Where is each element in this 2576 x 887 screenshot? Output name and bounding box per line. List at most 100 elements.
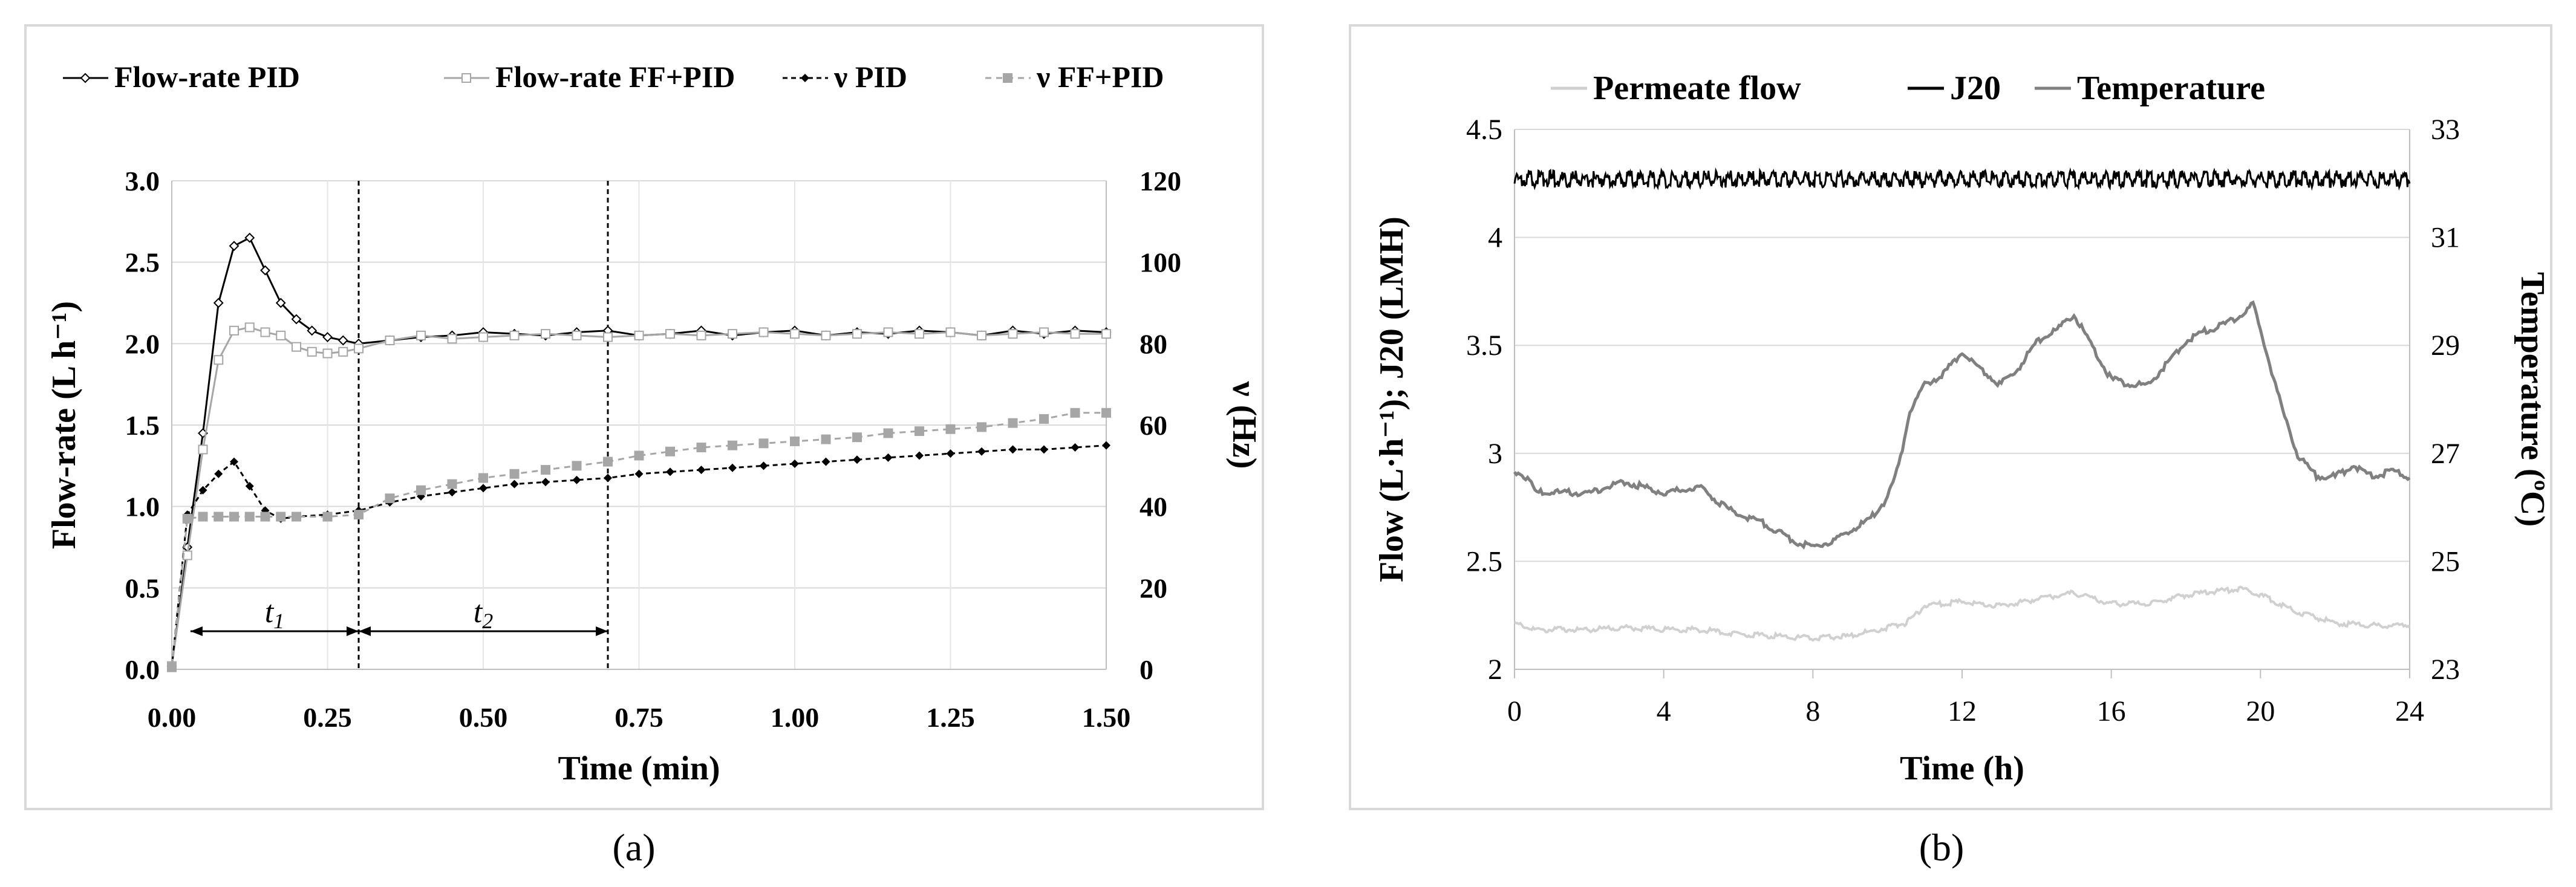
y2-tick-label: 100 (1140, 247, 1181, 278)
y2-axis-title: Temperature (ºC) (2514, 272, 2551, 527)
t1-arrow-head-right (347, 626, 359, 636)
data-point (1102, 441, 1110, 450)
y-tick-label: 1.0 (125, 492, 160, 522)
y-tick-label: 3.0 (125, 166, 160, 197)
data-point (260, 265, 270, 276)
x-tick-label: 0.75 (615, 702, 664, 733)
data-point (758, 327, 769, 337)
data-point (276, 512, 286, 522)
y2-tick-label: 33 (2431, 114, 2460, 146)
t1-subscript: 1 (273, 609, 284, 633)
data-point (275, 297, 286, 308)
legend-marker (461, 73, 471, 83)
y2-tick-label: 40 (1140, 492, 1167, 522)
data-point (245, 482, 254, 490)
series-3 (167, 408, 1111, 672)
data-point (1008, 418, 1018, 428)
x-tick-label: 12 (1948, 695, 1977, 727)
y2-tick-label: 29 (2431, 330, 2460, 362)
data-point (696, 443, 706, 453)
x-tick-label: 0.50 (459, 702, 508, 733)
data-point (1101, 329, 1111, 339)
legend-label: ν FF+PID (1036, 60, 1164, 94)
data-point (603, 332, 613, 342)
data-point (478, 332, 488, 342)
y2-tick-label: 23 (2431, 654, 2460, 686)
data-point (604, 473, 612, 482)
y-tick-label: 2 (1488, 654, 1502, 686)
data-point (728, 329, 737, 339)
x-tick-label: 1.50 (1082, 702, 1131, 733)
legend-label: Temperature (2077, 70, 2265, 107)
x-tick-label: 20 (2246, 695, 2275, 727)
data-point (198, 512, 208, 522)
data-point (541, 329, 550, 339)
x-tick-label: 0.00 (148, 702, 197, 733)
data-point (198, 444, 208, 455)
data-point (214, 469, 223, 478)
data-point (509, 469, 520, 479)
chart-panel-b: 2 2.5 3 3.5 4 4.5 23 25 27 29 31 33 0 4 8 12 16 20 24 Time … (1349, 24, 2552, 810)
data-point (915, 426, 924, 437)
series-1 (1513, 167, 2411, 191)
y-tick-label: 0.0 (125, 654, 160, 685)
data-point (883, 428, 893, 438)
data-point (354, 343, 364, 354)
caption-a: (a) (612, 826, 656, 869)
data-point (821, 457, 830, 466)
data-point (213, 297, 224, 308)
data-point (322, 348, 333, 359)
y-tick-label: 2.0 (125, 328, 160, 359)
data-point (634, 469, 644, 478)
data-point (572, 330, 582, 340)
data-point (728, 440, 737, 450)
y-tick-label: 4.5 (1466, 114, 1502, 146)
t2-arrow-head-right (596, 626, 608, 636)
series-2 (1513, 300, 2411, 550)
data-point (915, 451, 924, 460)
data-point (541, 478, 550, 487)
data-point (790, 329, 800, 339)
data-point (448, 488, 457, 497)
y2-tick-label: 60 (1140, 410, 1167, 441)
data-point (883, 327, 893, 337)
legend-label: ν PID (833, 60, 907, 94)
y2-tick-label: 31 (2431, 222, 2460, 254)
y2-tick-label: 20 (1140, 573, 1167, 603)
y2-tick-label: 120 (1140, 166, 1181, 197)
data-point (977, 447, 986, 456)
data-point (853, 455, 861, 464)
x-tick-label: 4 (1657, 695, 1671, 727)
series-line (171, 444, 1107, 668)
x-tick-label: 0.25 (303, 702, 352, 733)
data-point (1101, 408, 1111, 418)
data-point (276, 330, 286, 340)
data-point (182, 513, 192, 524)
data-point (338, 346, 348, 357)
data-point (214, 355, 224, 365)
t2-subscript: 2 (482, 609, 493, 633)
x-axis-title: Time (min) (558, 750, 720, 787)
data-point (292, 512, 301, 522)
y-tick-label: 0.5 (125, 573, 160, 603)
data-point (478, 473, 488, 483)
legend-marker (80, 73, 91, 83)
t1-label: t1 (265, 595, 284, 633)
y2-axis-title: ν (Hz) (1225, 381, 1263, 469)
data-point (447, 334, 457, 344)
data-point (977, 422, 986, 432)
x-tick-label: 16 (2097, 695, 2126, 727)
data-point (354, 510, 364, 520)
caption-b: (b) (1919, 826, 1965, 869)
x-tick-label: 24 (2395, 695, 2424, 727)
data-point (198, 486, 207, 495)
y2-tick-label: 80 (1140, 328, 1167, 359)
data-point (260, 327, 270, 337)
data-point (665, 329, 675, 339)
data-point (230, 457, 238, 466)
y-tick-label: 1.5 (125, 410, 160, 441)
y2-tick-label: 0 (1140, 654, 1153, 685)
data-point (1008, 329, 1018, 339)
data-point (214, 512, 224, 522)
data-point (821, 330, 831, 340)
